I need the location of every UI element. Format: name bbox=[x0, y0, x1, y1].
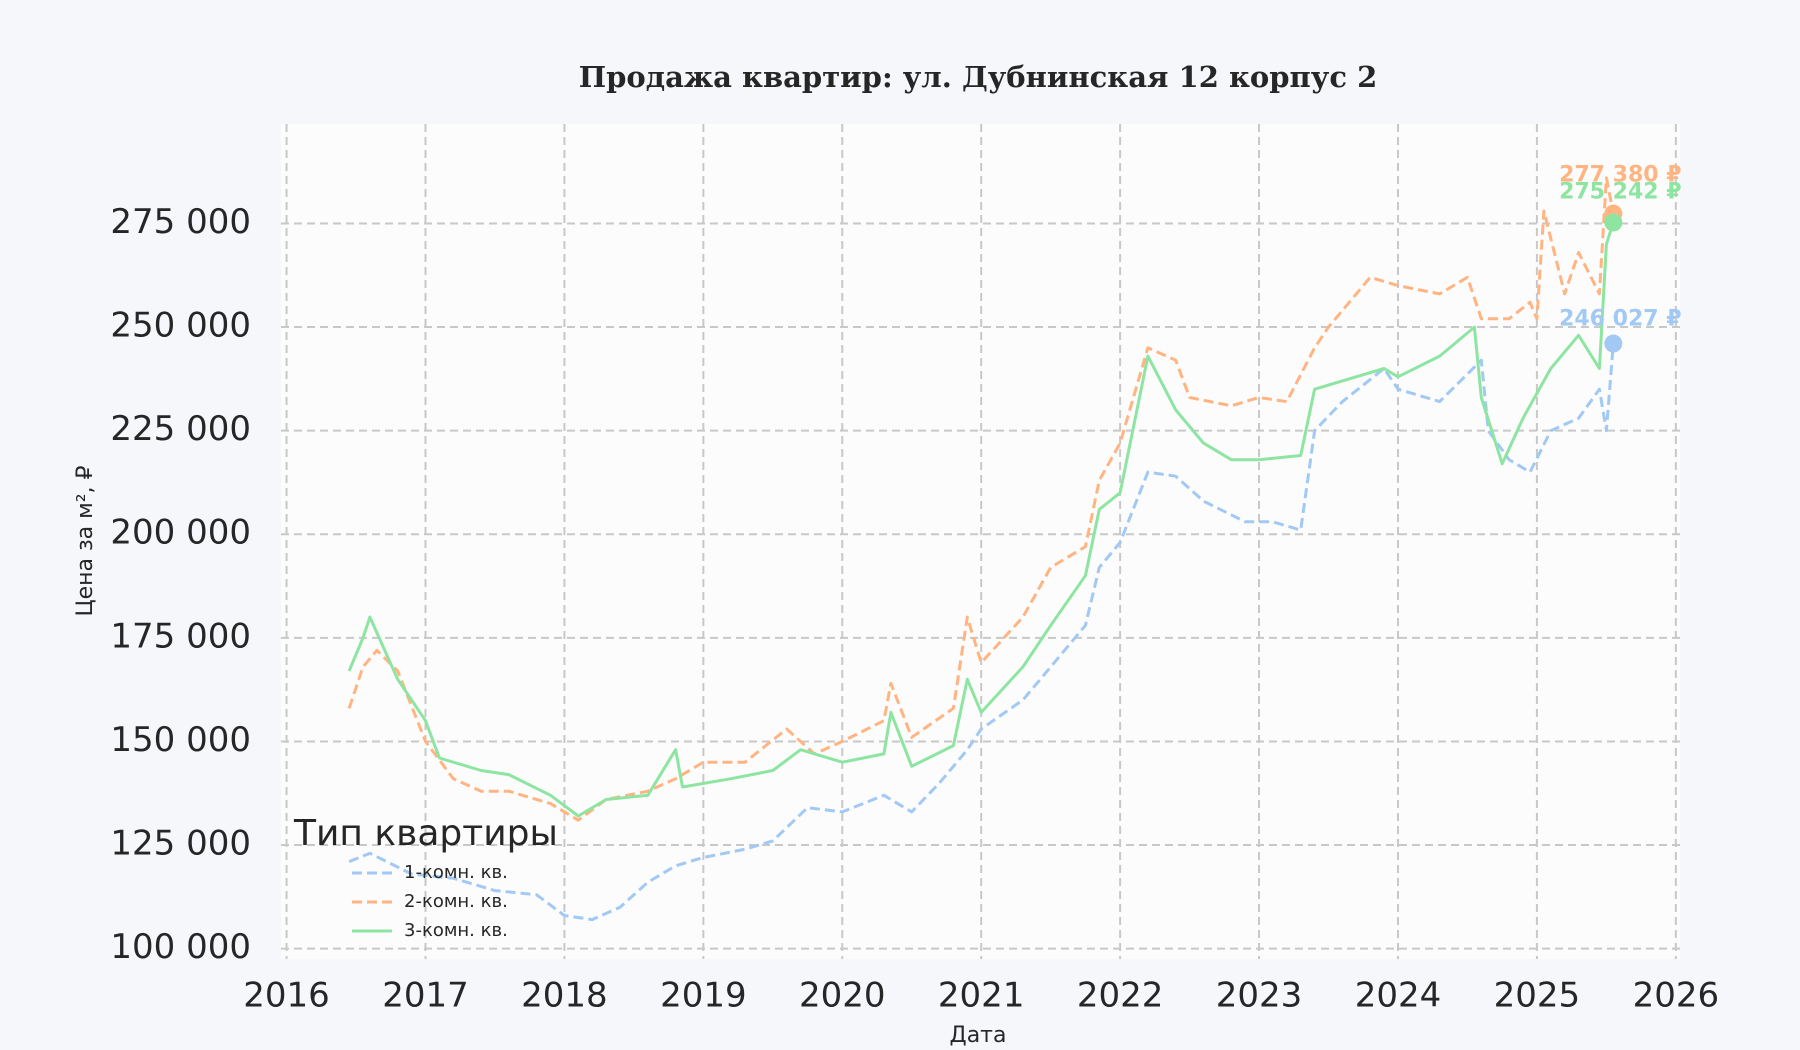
end-label: 275 242 ₽ bbox=[1559, 179, 1681, 204]
x-tick-label: 2018 bbox=[521, 976, 608, 1016]
x-tick-label: 2016 bbox=[243, 976, 330, 1016]
y-tick-label: 200 000 bbox=[110, 513, 251, 553]
legend-label: 2-комн. кв. bbox=[404, 891, 508, 912]
x-tick-label: 2025 bbox=[1494, 976, 1581, 1016]
y-tick-label: 250 000 bbox=[110, 306, 251, 346]
x-tick-label: 2021 bbox=[938, 976, 1025, 1016]
y-axis-label: Цена за м², ₽ bbox=[73, 465, 98, 616]
y-tick-label: 150 000 bbox=[110, 720, 251, 760]
chart-title: Продажа квартир: ул. Дубнинская 12 корпу… bbox=[579, 60, 1378, 94]
series-line bbox=[348, 343, 1615, 922]
y-tick-label: 125 000 bbox=[110, 824, 251, 864]
end-point bbox=[1604, 334, 1623, 353]
legend-title: Тип квартиры bbox=[293, 813, 558, 854]
x-tick-label: 2024 bbox=[1355, 976, 1442, 1016]
y-tick-label: 275 000 bbox=[110, 202, 251, 242]
legend-label: 1-комн. кв. bbox=[404, 862, 508, 883]
y-tick-label: 175 000 bbox=[110, 616, 251, 656]
x-axis-label: Дата bbox=[950, 1023, 1007, 1048]
end-point bbox=[1604, 213, 1623, 232]
x-tick-label: 2019 bbox=[660, 976, 747, 1016]
x-tick-label: 2020 bbox=[799, 976, 886, 1016]
x-tick-label: 2017 bbox=[382, 976, 469, 1016]
x-tick-label: 2022 bbox=[1077, 976, 1164, 1016]
end-label: 246 027 ₽ bbox=[1559, 307, 1681, 332]
y-tick-label: 225 000 bbox=[110, 409, 251, 449]
legend-label: 3-комн. кв. bbox=[404, 920, 508, 941]
series-line bbox=[347, 222, 1615, 818]
x-tick-label: 2026 bbox=[1633, 976, 1720, 1016]
end-label: 277 380 ₽ bbox=[1559, 163, 1681, 188]
y-tick-label: 100 000 bbox=[110, 927, 251, 967]
x-tick-label: 2023 bbox=[1216, 976, 1303, 1016]
